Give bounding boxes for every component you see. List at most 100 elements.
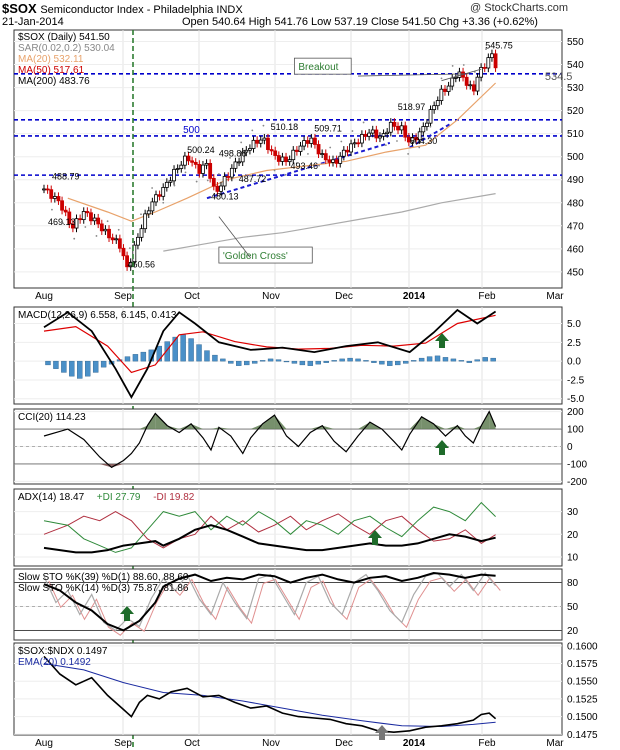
price-bar-body [89, 212, 93, 222]
sto-buy-arrow-shape [120, 606, 134, 621]
ma20-line [67, 82, 497, 222]
adx-legend-0: ADX(14) 18.47 [18, 492, 85, 503]
sar-dot [273, 169, 276, 172]
price-bar-body [114, 238, 119, 241]
price-bar-body [103, 228, 108, 232]
price-tick-label: 450 [567, 267, 584, 278]
price-bar-body [175, 168, 180, 170]
macd-tick-label: -5.0 [567, 394, 585, 405]
price-bar-body [63, 209, 68, 213]
price-bar-body [305, 140, 310, 144]
macd-histogram-bar [267, 358, 274, 362]
price-bar-body [435, 100, 440, 107]
callout-label: 'Golden Cross' [223, 251, 288, 262]
price-bar-body [42, 188, 46, 191]
macd-histogram-bar [188, 338, 194, 362]
macd-histogram-bar [450, 358, 457, 362]
price-annotation: 510.18 [271, 122, 299, 132]
ratio-tick-label: 0.1575 [567, 659, 598, 670]
month-label: Aug [35, 738, 53, 749]
price-tick-label: 480 [567, 198, 584, 209]
price-bar-body [327, 159, 332, 163]
price-bar-body [273, 150, 278, 156]
uptrend-line [206, 141, 391, 200]
price-bar-body [211, 177, 216, 187]
price-annotation: 509.71 [314, 123, 342, 133]
price-annotation: 545.75 [485, 40, 513, 50]
macd-tick-label: -2.5 [567, 375, 585, 386]
price-bar-body [92, 217, 97, 222]
cci-fill [262, 415, 275, 430]
price-bar-body [215, 185, 220, 192]
macd-tick-label: 0.0 [567, 357, 581, 368]
price-bar-body [331, 159, 335, 163]
macd-histogram-bar [69, 360, 75, 377]
price-bar-body [139, 228, 144, 238]
sar-dot [140, 213, 142, 216]
price-bar-body [363, 134, 368, 137]
sar-dot [184, 171, 187, 174]
price-bar-body [229, 167, 234, 178]
price-bar-body [378, 135, 382, 139]
price-tick-label: 460 [567, 244, 584, 255]
price-annotation: 498.86 [219, 148, 247, 158]
macd-histogram-bar [228, 360, 234, 364]
macd-histogram-bar [387, 360, 393, 366]
price-tick-label: 520 [567, 106, 584, 117]
cci-legend-0: CCI(20) 114.23 [18, 412, 86, 423]
cci-fill [310, 425, 323, 430]
price-bar-body [128, 262, 133, 268]
ma200-line [163, 193, 496, 252]
ratio-legend-0: $SOX:$NDX 0.1497 [18, 646, 108, 657]
macd-histogram-bar [474, 359, 480, 362]
ratio-tick-label: 0.1600 [567, 641, 598, 652]
fast-k-line [43, 571, 497, 632]
macd-histogram-bar [299, 360, 306, 366]
price-bar-body [222, 176, 227, 187]
macd-histogram-bar [53, 360, 59, 369]
adx-legend-2: -DI 19.82 [153, 492, 195, 503]
month-label: Feb [478, 291, 496, 302]
sar-dot [84, 226, 87, 228]
callout-pointer [358, 73, 470, 77]
cci-panel: -200 -100 0 100 200 CCI(20) 114.23 [13, 407, 587, 488]
sar-dot [351, 130, 354, 132]
month-label: Mar [546, 291, 564, 302]
macd-buy-arrow-shape [435, 333, 449, 348]
level-label: 500 [183, 125, 200, 136]
cci-tick-label: 0 [567, 442, 573, 453]
price-bar-body [266, 137, 270, 150]
chart-title: $SOX Semiconductor Index - Philadelphia … [2, 1, 243, 16]
ratio-frame [13, 642, 563, 736]
price-bar-body [388, 121, 393, 133]
sar-dot [440, 77, 443, 80]
sar-dot [240, 141, 243, 144]
sar-dot [451, 65, 454, 67]
price-bar-body [179, 164, 184, 169]
price-bar-body [81, 211, 86, 221]
ratio-tick-label: 0.1550 [567, 677, 598, 688]
price-bar-body [251, 139, 256, 149]
sar-dot [95, 235, 98, 237]
ratio-tick-label: 0.1525 [567, 694, 598, 705]
month-label: Oct [184, 738, 200, 749]
sar-dot [173, 184, 176, 187]
price-bar-body [204, 163, 209, 166]
price-bar-body [493, 53, 498, 69]
price-bar-body [219, 185, 223, 192]
sar-dot [485, 48, 487, 50]
price-bar-body [475, 76, 480, 92]
macd-histogram-bar [251, 360, 258, 364]
sar-dot [407, 153, 410, 155]
price-annotation: 518.97 [398, 102, 426, 112]
price-bar-body [161, 187, 166, 197]
macd-histogram-bar [180, 334, 186, 362]
price-annotation: 488.79 [52, 172, 80, 182]
macd-histogram-bar [204, 350, 210, 362]
price-bar-body [367, 132, 372, 137]
adx-tick-label: 20 [567, 530, 579, 541]
adx-buy-arrow [368, 530, 382, 545]
cci-fill [167, 425, 180, 430]
